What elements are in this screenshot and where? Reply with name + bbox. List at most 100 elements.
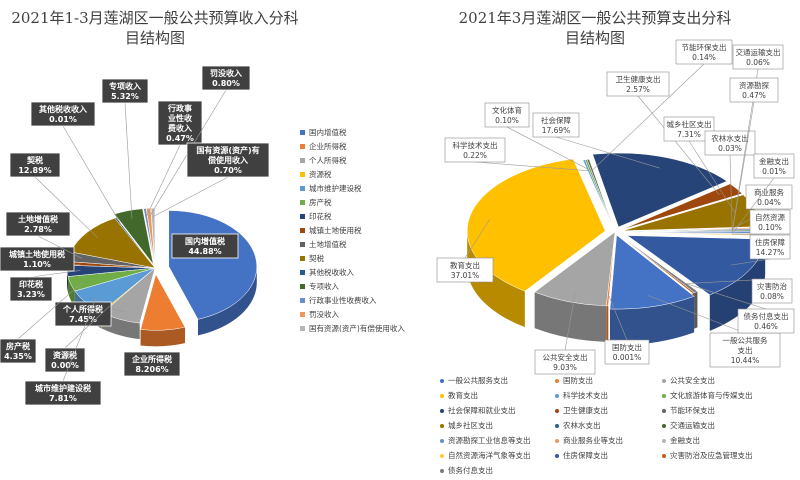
expend-label-box-3 bbox=[436, 257, 494, 283]
legend-swatch bbox=[300, 312, 305, 317]
income-label-text-1-1: 8.206% bbox=[135, 365, 168, 374]
expenditure-legend-item: 节能环保支出 bbox=[662, 405, 715, 416]
income-slice-1 bbox=[140, 273, 186, 331]
legend-label: 房产税 bbox=[309, 198, 332, 207]
expend-label-text-0-2: 10.44% bbox=[731, 356, 760, 365]
income-chart-title: 2021年1-3月莲湖区一般公共预算收入分科 目结构图 bbox=[0, 8, 310, 48]
expenditure-legend-item: 灾害防治及应急管理支出 bbox=[662, 450, 753, 461]
income-label-text-12-2: 费收入 bbox=[168, 123, 192, 133]
income-label-box-7 bbox=[0, 246, 75, 272]
expend-slice-14 bbox=[534, 231, 616, 307]
legend-swatch bbox=[555, 378, 559, 383]
income-label-text-10-0: 其他税收收入 bbox=[39, 104, 87, 114]
income-label-text-3-0: 资源税 bbox=[53, 350, 77, 360]
legend-label: 文化旅游体育与传媒支出 bbox=[670, 391, 753, 400]
legend-label: 契税 bbox=[309, 254, 324, 263]
expend-leader-12 bbox=[732, 101, 755, 233]
expend-label-box-8 bbox=[675, 39, 733, 65]
expend-label-text-14-1: 0.01% bbox=[762, 167, 786, 176]
income-legend-item: 房产税 bbox=[300, 197, 332, 208]
income-legend-item: 企业所得税 bbox=[300, 141, 347, 152]
expend-label-text-7-0: 卫生健康支出 bbox=[616, 74, 661, 84]
income-legend-item: 其他税收收入 bbox=[300, 267, 354, 278]
income-label-text-7-1: 1.10% bbox=[23, 260, 51, 269]
income-label-box-1 bbox=[123, 351, 181, 377]
legend-swatch bbox=[555, 453, 559, 458]
legend-label: 社会保障和就业支出 bbox=[448, 406, 516, 415]
expend-label-text-2-0: 公共安全支出 bbox=[543, 352, 588, 362]
income-label-text-0-1: 44.88% bbox=[188, 247, 221, 256]
expend-label-box-1 bbox=[604, 339, 650, 365]
legend-swatch bbox=[440, 408, 444, 413]
expenditure-legend-item: 金融支出 bbox=[662, 435, 700, 446]
income-label-box-13 bbox=[201, 65, 251, 91]
income-title-line-2: 目结构图 bbox=[124, 29, 185, 47]
income-label-box-11 bbox=[101, 78, 149, 104]
income-label-text-5-1: 4.35% bbox=[4, 352, 32, 361]
legend-label: 资源勘探工业信息等支出 bbox=[448, 436, 531, 445]
legend-label: 专项收入 bbox=[309, 282, 339, 291]
legend-label: 一般公共服务支出 bbox=[448, 376, 508, 385]
income-label-text-14-0: 国有资源(资产)有 bbox=[196, 145, 259, 155]
income-label-text-9-0: 契税 bbox=[26, 155, 43, 165]
legend-swatch bbox=[440, 453, 444, 458]
expend-leader-3 bbox=[464, 218, 491, 259]
expend-label-box-13 bbox=[745, 184, 793, 210]
expenditure-legend-item: 教育支出 bbox=[440, 390, 478, 401]
income-label-text-12-3: 0.47% bbox=[166, 134, 194, 143]
income-legend-item: 专项收入 bbox=[300, 281, 339, 292]
legend-label: 公共安全支出 bbox=[670, 376, 715, 385]
expend-slice-12 bbox=[609, 234, 695, 310]
legend-label: 罚没收入 bbox=[309, 310, 339, 319]
legend-label: 城镇土地使用税 bbox=[309, 226, 362, 235]
legend-label: 土地增值税 bbox=[309, 240, 347, 249]
expend-label-text-1-1: 0.001% bbox=[613, 353, 642, 362]
expenditure-legend-item: 公共安全支出 bbox=[662, 375, 715, 386]
income-label-text-8-1: 2.78% bbox=[24, 225, 52, 234]
legend-label: 卫生健康支出 bbox=[563, 406, 608, 415]
income-leader-11 bbox=[124, 102, 133, 219]
legend-label: 个人所得税 bbox=[309, 156, 347, 165]
expend-label-box-12 bbox=[729, 77, 779, 103]
legend-label: 住房保障支出 bbox=[563, 451, 608, 460]
expend-label-text-1-0: 国防支出 bbox=[612, 342, 642, 352]
expend-label-box-0 bbox=[709, 332, 781, 368]
expend-label-text-3-1: 37.01% bbox=[451, 271, 480, 280]
expend-label-text-17-0: 灾害防治 bbox=[757, 281, 787, 291]
expenditure-legend-item: 农林水支出 bbox=[555, 420, 601, 431]
legend-swatch bbox=[300, 214, 305, 219]
expend-label-text-16-0: 住房保障 bbox=[755, 237, 785, 247]
income-label-text-12-1: 业性收 bbox=[168, 113, 192, 123]
income-legend-item: 印花税 bbox=[300, 211, 332, 222]
income-leader-9 bbox=[34, 176, 98, 238]
income-label-text-2-1: 7.45% bbox=[69, 315, 97, 324]
expend-leader-0 bbox=[648, 295, 746, 334]
expend-label-box-2 bbox=[534, 349, 596, 375]
income-label-text-1-0: 企业所得税 bbox=[131, 354, 172, 364]
expend-leader-4 bbox=[474, 161, 589, 172]
income-label-box-10 bbox=[30, 101, 96, 127]
expend-leader-9 bbox=[688, 140, 736, 214]
income-legend-item: 罚没收入 bbox=[300, 309, 339, 320]
expenditure-legend-item: 自然资源海洋气象等支出 bbox=[440, 450, 531, 461]
expenditure-legend-item: 科学技术支出 bbox=[555, 390, 608, 401]
legend-swatch bbox=[440, 393, 444, 398]
legend-label: 城乡社区支出 bbox=[448, 421, 493, 430]
legend-label: 其他税收收入 bbox=[309, 268, 354, 277]
legend-label: 教育支出 bbox=[448, 391, 478, 400]
income-legend-item: 城市维护建设税 bbox=[300, 183, 362, 194]
expend-label-text-0-0: 一般公共服务 bbox=[723, 335, 768, 345]
expend-leader-7 bbox=[637, 95, 720, 195]
income-label-text-13-1: 0.80% bbox=[212, 79, 240, 88]
legend-swatch bbox=[300, 130, 305, 135]
expend-label-text-6-1: 17.69% bbox=[542, 126, 571, 135]
